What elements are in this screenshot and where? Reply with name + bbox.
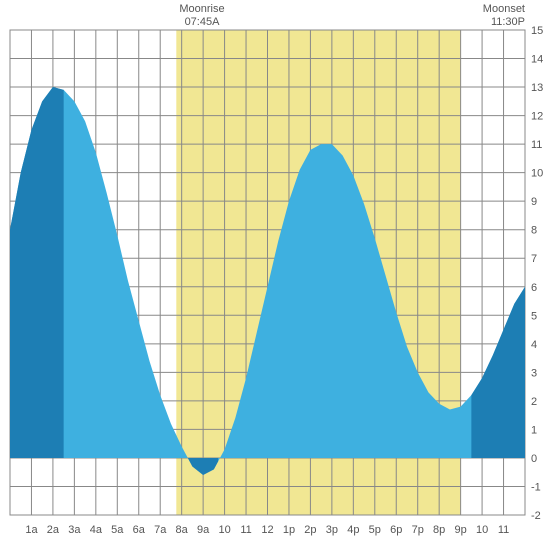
x-tick-label: 4p [347,524,359,536]
y-tick-label: 6 [531,282,537,294]
x-tick-label: 11 [498,524,509,536]
y-tick-label: 9 [531,196,537,208]
x-tick-label: 3a [68,524,81,536]
y-tick-label: 10 [531,168,543,180]
moonrise-value: 07:45A [185,16,221,28]
y-tick-label: 7 [531,253,537,265]
y-tick-label: -2 [531,510,541,522]
y-tick-label: 1 [531,424,537,436]
x-tick-label: 5a [111,524,124,536]
x-tick-label: 9p [455,524,467,536]
x-tick-label: 9a [197,524,210,536]
x-tick-label: 6p [390,524,402,536]
x-tick-label: 8p [433,524,445,536]
y-tick-label: 4 [531,339,537,351]
x-axis-labels: 1a 2a 3a 4a 5a 6a 7a 8a 9a 10 11 12 1p 2p 3p 4p 5p 6p 7p 8p… [25,524,509,536]
x-tick-label: 1a [25,524,38,536]
y-tick-label: 14 [531,54,543,66]
x-tick-label: 4a [90,524,103,536]
y-tick-label: 12 [531,111,543,123]
y-tick-label: 2 [531,396,537,408]
y-tick-label: 0 [531,453,537,465]
x-tick-label: 11 [240,524,251,536]
y-tick-label: 3 [531,367,537,379]
y-tick-label: 11 [531,139,542,151]
y-tick-label: 5 [531,310,537,322]
x-tick-label: 1p [283,524,295,536]
x-tick-label: 5p [369,524,381,536]
x-tick-label: 7a [154,524,167,536]
tide-chart: 1a2a3a4a5a6a7a8a9a1011121p2p3p4p5p6p7p8p… [0,0,550,550]
x-tick-label: 7p [412,524,424,536]
y-axis-labels: -2-10123456789101112131415 [531,25,543,522]
x-tick-label: 12 [261,524,273,536]
y-tick-label: -1 [531,481,541,493]
x-tick-label: 2a [47,524,60,536]
x-tick-label: 2p [304,524,316,536]
x-tick-label: 10 [476,524,488,536]
y-tick-label: 8 [531,225,537,237]
y-tick-label: 15 [531,25,543,37]
y-tick-label: 13 [531,82,543,94]
x-tick-label: 8a [176,524,189,536]
moonrise-label: Moonrise [179,3,224,15]
x-tick-label: 3p [326,524,338,536]
x-tick-label: 6a [133,524,146,536]
moonset-label: Moonset [483,3,525,15]
moonset-value: 11:30P [491,16,525,28]
x-tick-label: 10 [218,524,230,536]
chart-svg: 1a2a3a4a5a6a7a8a9a1011121p2p3p4p5p6p7p8p… [0,0,550,550]
